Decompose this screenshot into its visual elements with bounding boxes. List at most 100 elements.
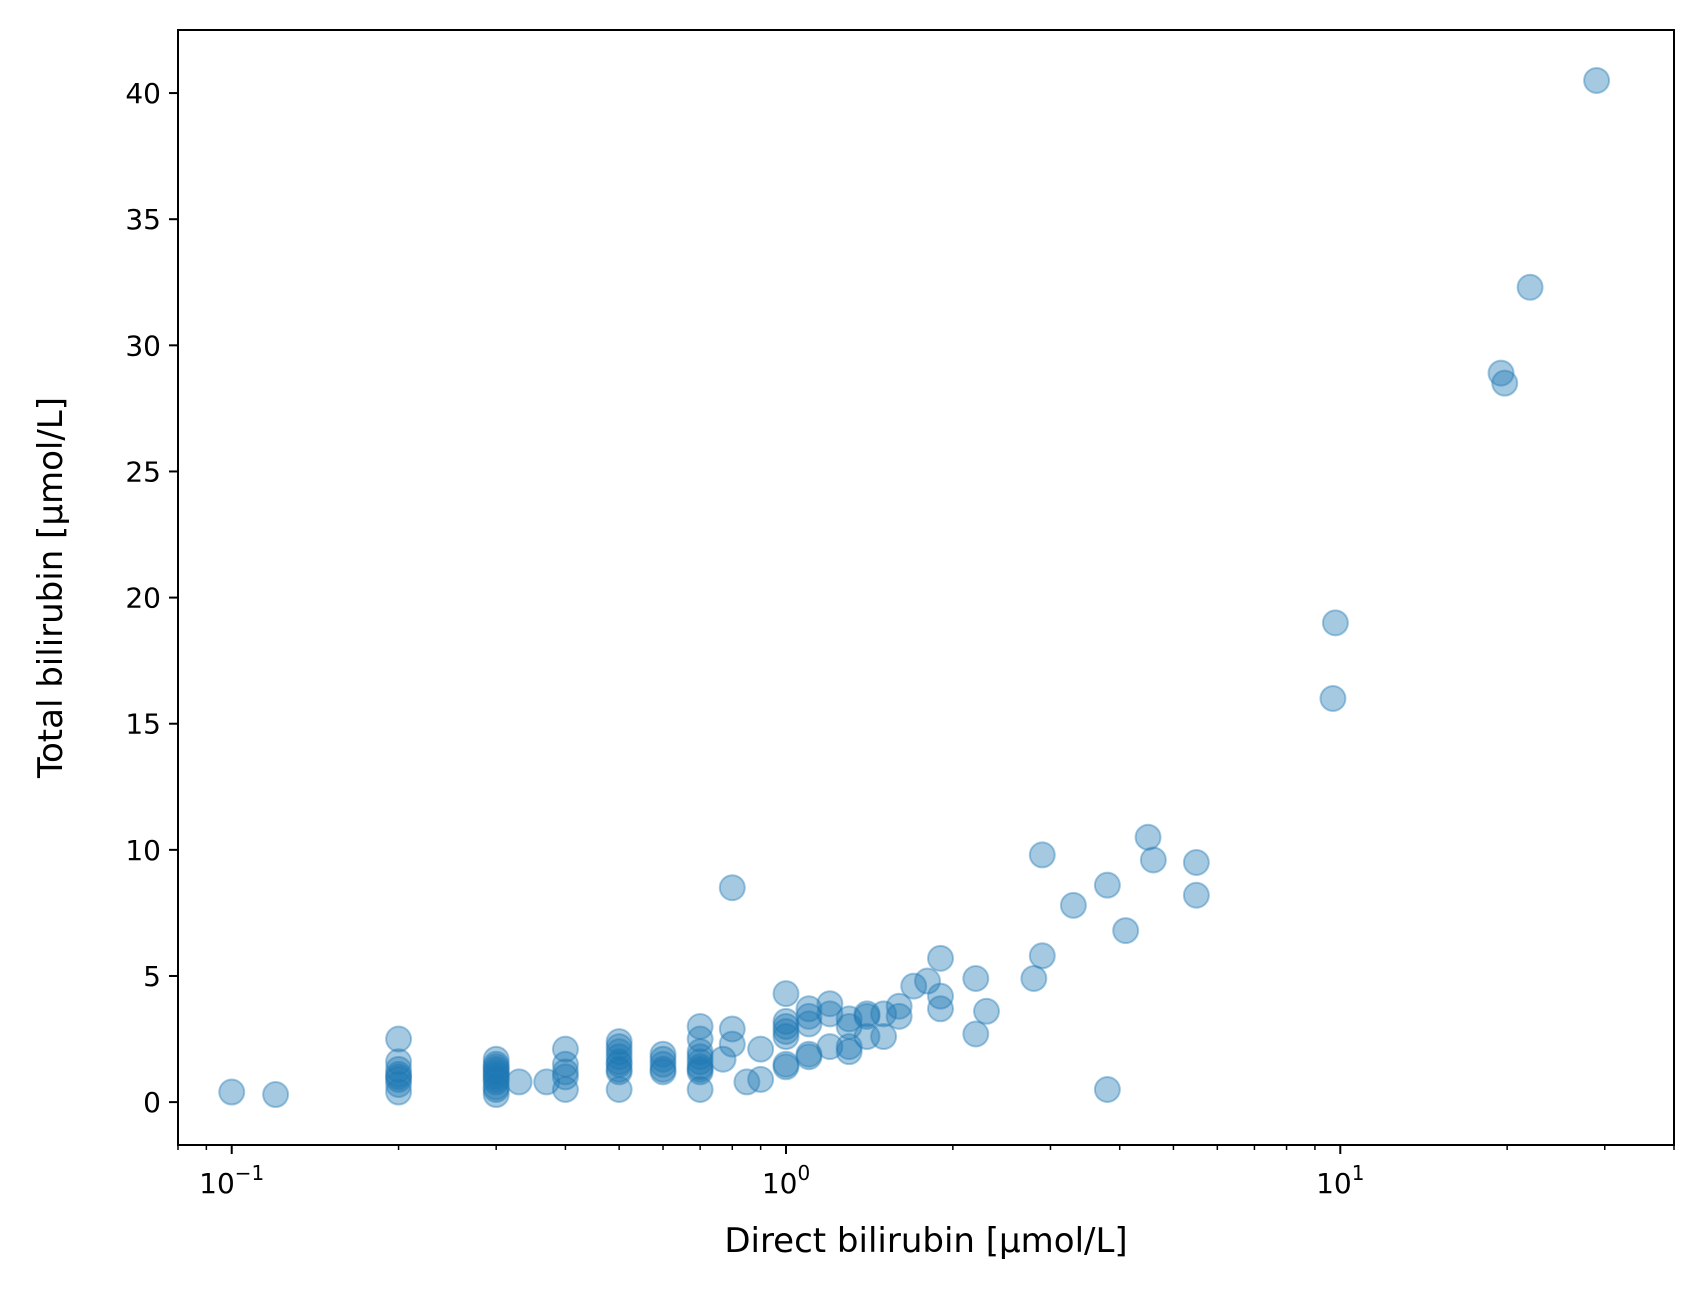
x-tick-label: 100 [762,1161,810,1200]
data-point [747,1065,775,1093]
data-point [914,967,941,995]
y-axis-label: Total bilirubin [µmol/L] [31,397,71,779]
y-tick-label: 30 [125,329,161,362]
data-point [1028,841,1056,869]
data-point [482,1060,510,1088]
data-point [1321,609,1349,637]
data-point [551,1058,579,1086]
data-point [772,1017,800,1045]
data-point [962,965,990,993]
data-point [551,1050,579,1078]
data-point [605,1033,633,1061]
data-point [385,1070,413,1098]
y-tick-label: 35 [125,203,161,236]
x-axis-label: Direct bilirubin [µmol/L] [724,1221,1127,1261]
data-point [709,1045,737,1073]
data-point [835,1012,863,1040]
data-point [482,1065,510,1093]
data-point [649,1045,677,1073]
data-point [870,1000,898,1028]
data-point [1139,846,1167,874]
data-point [686,1053,714,1081]
data-point [772,1023,800,1051]
data-point [605,1028,633,1056]
data-point [533,1068,561,1096]
data-point [605,1050,633,1078]
data-point [385,1060,413,1088]
data-point [772,980,800,1008]
data-point [605,1043,633,1071]
data-point [482,1076,510,1103]
data-point [853,1000,881,1028]
y-tick-label: 5 [143,960,161,993]
data-point [385,1063,413,1091]
data-point [482,1068,510,1096]
data-point [1093,1076,1121,1103]
data-point [1487,359,1515,387]
data-point [505,1068,533,1096]
data-point [747,1035,775,1063]
x-axis: 10−1 100 101 [177,1145,1675,1200]
data-point [885,992,913,1020]
data-point [551,1063,579,1091]
data-point [772,1012,800,1040]
data-point [686,1025,714,1053]
data-point [482,1081,510,1109]
data-point [649,1058,677,1086]
data-point [795,995,823,1023]
data-point [649,1055,677,1083]
data-point [1134,823,1162,851]
data-point [1182,848,1210,876]
data-point [605,1055,633,1083]
y-tick-label: 10 [125,834,161,867]
data-point [482,1073,510,1101]
data-point [1516,273,1544,301]
data-point [605,1048,633,1076]
data-point [795,1010,823,1038]
data-point [1093,871,1121,899]
data-point [853,1023,881,1051]
data-point [1020,965,1048,993]
data-point [733,1068,761,1096]
data-point [686,1012,714,1040]
data-point [927,982,955,1010]
data-point [1112,917,1140,945]
data-point [686,1076,714,1103]
data-point [482,1050,510,1078]
data-point [649,1050,677,1078]
data-point [900,972,928,1000]
data-point [551,1035,579,1063]
data-point [795,1043,823,1071]
data-point [1583,66,1611,94]
data-point [551,1076,579,1103]
data-point [835,1005,863,1033]
data-point [482,1055,510,1083]
data-point [605,1058,633,1086]
y-tick-label: 15 [125,708,161,741]
data-point [718,874,746,902]
data-point [1182,881,1210,909]
data-point [262,1081,290,1109]
data-point [686,1048,714,1076]
data-point [772,1053,800,1081]
data-point [816,1000,844,1028]
data-point [885,1002,913,1030]
data-point [853,1002,881,1030]
data-point [772,1007,800,1035]
data-point [835,1038,863,1066]
data-point [605,1076,633,1103]
data-point [385,1065,413,1093]
data-point [605,1038,633,1066]
data-point [1059,891,1087,919]
data-point [816,990,844,1018]
x-tick-label: 101 [1316,1161,1364,1200]
data-point [686,1055,714,1083]
data-point [718,1015,746,1043]
data-point [686,1038,714,1066]
data-point [772,1050,800,1078]
data-point [962,1020,990,1048]
y-tick-label: 40 [125,77,161,110]
